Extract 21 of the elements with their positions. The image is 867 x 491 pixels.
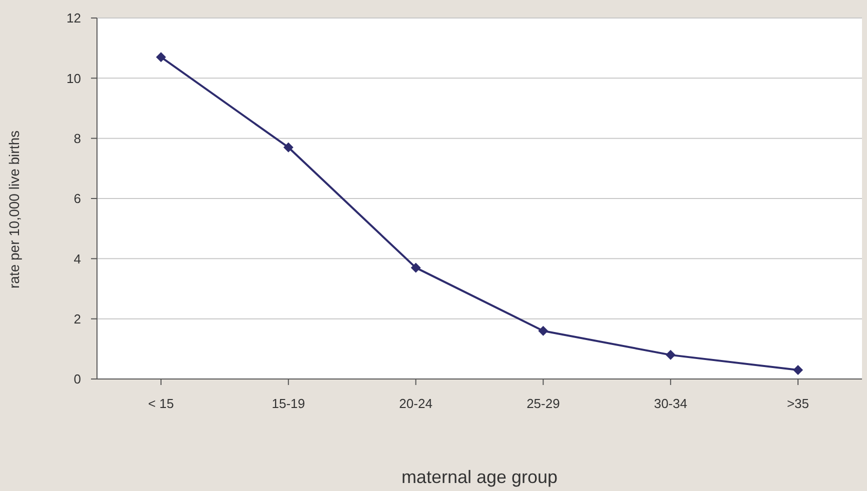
y-tick-label: 4 <box>74 251 81 266</box>
y-tick-label: 0 <box>74 372 81 387</box>
y-axis-title: rate per 10,000 live births <box>6 130 22 288</box>
x-tick-label: >35 <box>786 396 810 412</box>
x-axis-title: maternal age group <box>401 467 558 487</box>
point <box>666 350 676 360</box>
x-tick-label: 20-24 <box>399 396 432 412</box>
point <box>538 326 548 336</box>
x-tick-label: 25-29 <box>526 396 560 412</box>
point <box>410 262 421 273</box>
x-tick-label: 30-34 <box>654 396 688 412</box>
y-tick-label: 2 <box>74 311 81 326</box>
x-tick-label: < 15 <box>148 396 174 412</box>
point <box>793 364 803 375</box>
y-tick-label: 8 <box>74 130 81 146</box>
point <box>156 52 166 62</box>
point <box>283 142 294 152</box>
y-tick-label: 12 <box>66 10 81 26</box>
y-tick-label: 6 <box>74 191 81 206</box>
y-tick-label: 10 <box>66 70 81 86</box>
x-tick-label: 15-19 <box>272 396 306 412</box>
